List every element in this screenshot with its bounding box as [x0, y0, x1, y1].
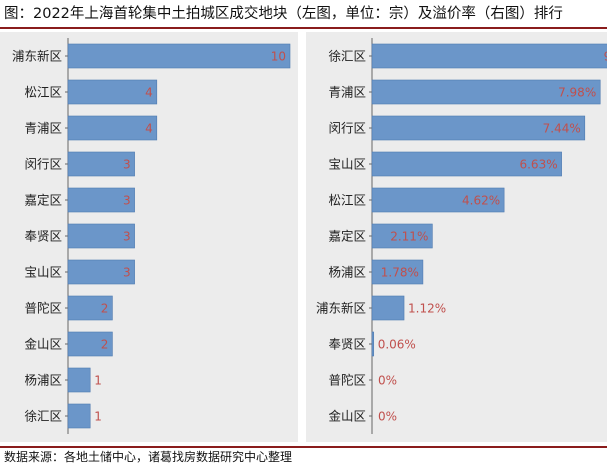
bar — [67, 187, 135, 213]
right-chart-panel: 徐汇区 9.57% 青浦区 7.98% 闵行区 7.44% 宝山区 6.63% 松江区 4.62%… — [306, 32, 607, 442]
bar-value-label: 1.78% — [381, 266, 419, 280]
bar — [67, 403, 91, 429]
bar — [67, 115, 158, 141]
chart-title: 图：2022年上海首轮集中土拍城区成交地块（左图，单位：宗）及溢价率（右图）排行 — [4, 6, 563, 22]
bar — [67, 79, 158, 105]
bar-value-label: 3 — [123, 266, 131, 280]
category-tick-label: 青浦区 — [24, 121, 62, 136]
category-tick-label: 杨浦区 — [24, 373, 62, 388]
bar-value-label: 3 — [123, 230, 131, 244]
bar — [67, 331, 113, 357]
bar — [67, 151, 135, 177]
category-tick-label: 宝山区 — [24, 265, 62, 280]
bar — [371, 331, 375, 357]
bar-value-label: 0.06% — [378, 338, 416, 352]
bar — [371, 151, 562, 177]
category-tick-label: 金山区 — [24, 337, 62, 352]
land-count-bar-chart: 浦东新区 10 松江区 4 青浦区 4 闵行区 3 嘉定区 3 奉贤区 3 宝山区 3 普陀区 2 金山区 2 杨浦… — [12, 38, 291, 434]
bar-value-label: 0% — [378, 374, 397, 388]
category-tick-label: 徐汇区 — [328, 49, 366, 64]
category-tick-label: 奉贤区 — [24, 229, 62, 244]
category-tick-label: 宝山区 — [328, 157, 366, 172]
bar-value-label: 4.62% — [462, 194, 500, 208]
category-tick-label: 青浦区 — [328, 85, 366, 100]
bar-value-label: 6.63% — [519, 158, 557, 172]
bar — [371, 115, 586, 141]
bar — [371, 79, 601, 105]
bar-value-label: 2 — [101, 338, 109, 352]
bar-value-label: 7.98% — [558, 86, 596, 100]
category-tick-label: 浦东新区 — [316, 301, 366, 316]
bar — [67, 259, 135, 285]
bar — [67, 295, 113, 321]
bar — [67, 367, 91, 393]
bar-value-label: 0% — [378, 410, 397, 424]
premium-rate-bar-chart: 徐汇区 9.57% 青浦区 7.98% 闵行区 7.44% 宝山区 6.63% 松江区 4.62%… — [316, 38, 607, 434]
bar-value-label: 3 — [123, 158, 131, 172]
bar-value-label: 7.44% — [543, 122, 581, 136]
category-tick-label: 松江区 — [328, 193, 366, 208]
left-chart-panel: 浦东新区 10 松江区 4 青浦区 4 闵行区 3 嘉定区 3 奉贤区 3 宝山区 3 普陀区 2 金山区 2 杨浦… — [0, 32, 298, 442]
bar — [371, 43, 607, 69]
bar — [371, 187, 505, 213]
bar-value-label: 2.11% — [390, 230, 428, 244]
bar-value-label: 1 — [94, 410, 102, 424]
category-tick-label: 徐汇区 — [24, 409, 62, 424]
category-tick-label: 嘉定区 — [24, 193, 62, 208]
bar-value-label: 9.57% — [604, 50, 607, 64]
category-tick-label: 普陀区 — [328, 373, 366, 388]
bar — [67, 223, 135, 249]
bottom-rule — [0, 446, 607, 448]
bar — [67, 43, 291, 69]
bar-value-label: 3 — [123, 194, 131, 208]
bar-value-label: 4 — [145, 122, 153, 136]
category-tick-label: 闵行区 — [24, 157, 62, 172]
data-source-note: 数据来源：各地土储中心，诸葛找房数据研究中心整理 — [4, 450, 293, 464]
bar-value-label: 4 — [145, 86, 153, 100]
bar — [371, 223, 433, 249]
category-tick-label: 杨浦区 — [328, 265, 366, 280]
bar-value-label: 2 — [101, 302, 109, 316]
category-tick-label: 普陀区 — [24, 301, 62, 316]
bar — [371, 259, 424, 285]
category-tick-label: 嘉定区 — [328, 229, 366, 244]
top-rule — [0, 27, 607, 29]
category-tick-label: 奉贤区 — [328, 337, 366, 352]
bar-value-label: 1 — [94, 374, 102, 388]
category-tick-label: 松江区 — [24, 85, 62, 100]
category-tick-label: 金山区 — [328, 409, 366, 424]
category-tick-label: 闵行区 — [328, 121, 366, 136]
category-tick-label: 浦东新区 — [12, 49, 62, 64]
bar-value-label: 10 — [271, 50, 286, 64]
bar-value-label: 1.12% — [408, 302, 446, 316]
bar — [371, 295, 405, 321]
